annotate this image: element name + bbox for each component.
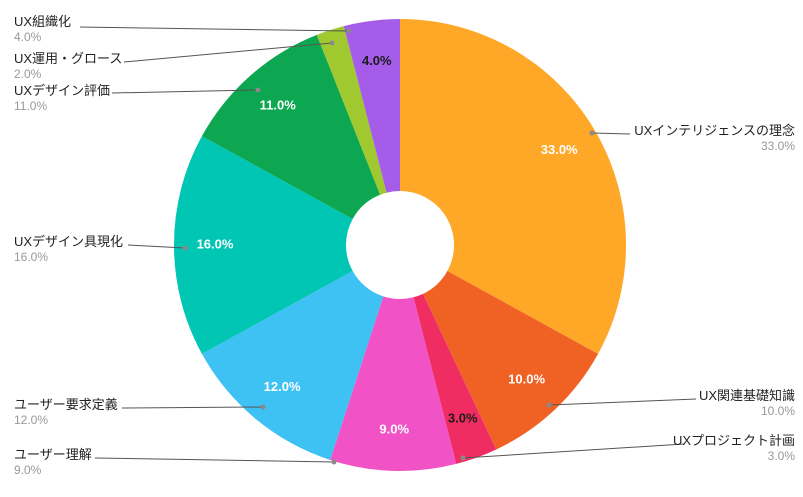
leader-dot-3 [182, 245, 188, 251]
slice-value-label-5: 16.0% [197, 236, 234, 251]
leader-dot-4 [260, 404, 266, 410]
leader-line-5 [94, 457, 335, 463]
pie-slice-2 [413, 293, 497, 464]
slice-value-label-6: 11.0% [260, 98, 297, 113]
leader-dot-6 [589, 130, 595, 136]
pie-slice-8 [343, 19, 400, 193]
leader-line-2 [111, 89, 259, 94]
pie-slice-0 [400, 19, 627, 354]
pie-slice-5 [173, 136, 353, 354]
slice-value-label-2: 3.0% [448, 411, 478, 426]
leader-line-8 [462, 443, 685, 459]
leader-dot-2 [255, 87, 261, 93]
leader-line-0 [79, 26, 350, 32]
leader-dot-0 [346, 28, 352, 34]
leader-line-4 [121, 406, 264, 409]
pie-slice-4 [201, 271, 384, 460]
leader-line-3 [127, 244, 186, 249]
slice-value-label-4: 12.0% [264, 379, 301, 394]
leader-dot-1 [329, 40, 335, 46]
slice-value-label-3: 9.0% [379, 421, 409, 436]
leader-line-1 [123, 42, 333, 63]
leader-dot-7 [546, 402, 552, 408]
slice-value-label-1: 10.0% [508, 371, 545, 386]
leader-dot-5 [331, 459, 337, 465]
pie-slice-6 [201, 34, 381, 219]
leader-line-6 [591, 132, 631, 135]
leader-dot-8 [460, 455, 466, 461]
slice-value-label-0: 33.0% [541, 142, 578, 157]
leader-line-7 [548, 398, 697, 406]
pie-slice-7 [316, 26, 387, 195]
slice-value-label-8: 4.0% [362, 53, 392, 68]
pie-slice-3 [330, 296, 457, 472]
